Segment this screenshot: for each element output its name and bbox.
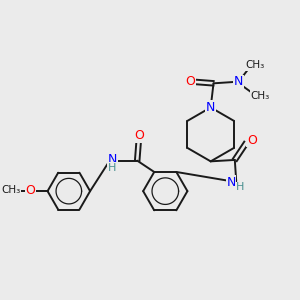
Text: CH₃: CH₃ [245, 60, 265, 70]
Text: O: O [26, 184, 35, 197]
Text: N: N [234, 75, 243, 88]
Text: N: N [108, 153, 117, 166]
Text: N: N [206, 101, 215, 114]
Text: CH₃: CH₃ [2, 185, 21, 195]
Text: O: O [247, 134, 257, 147]
Text: N: N [226, 176, 236, 189]
Text: CH₃: CH₃ [250, 91, 269, 100]
Text: H: H [108, 163, 117, 173]
Text: O: O [185, 75, 195, 88]
Text: O: O [134, 129, 144, 142]
Text: H: H [236, 182, 244, 193]
